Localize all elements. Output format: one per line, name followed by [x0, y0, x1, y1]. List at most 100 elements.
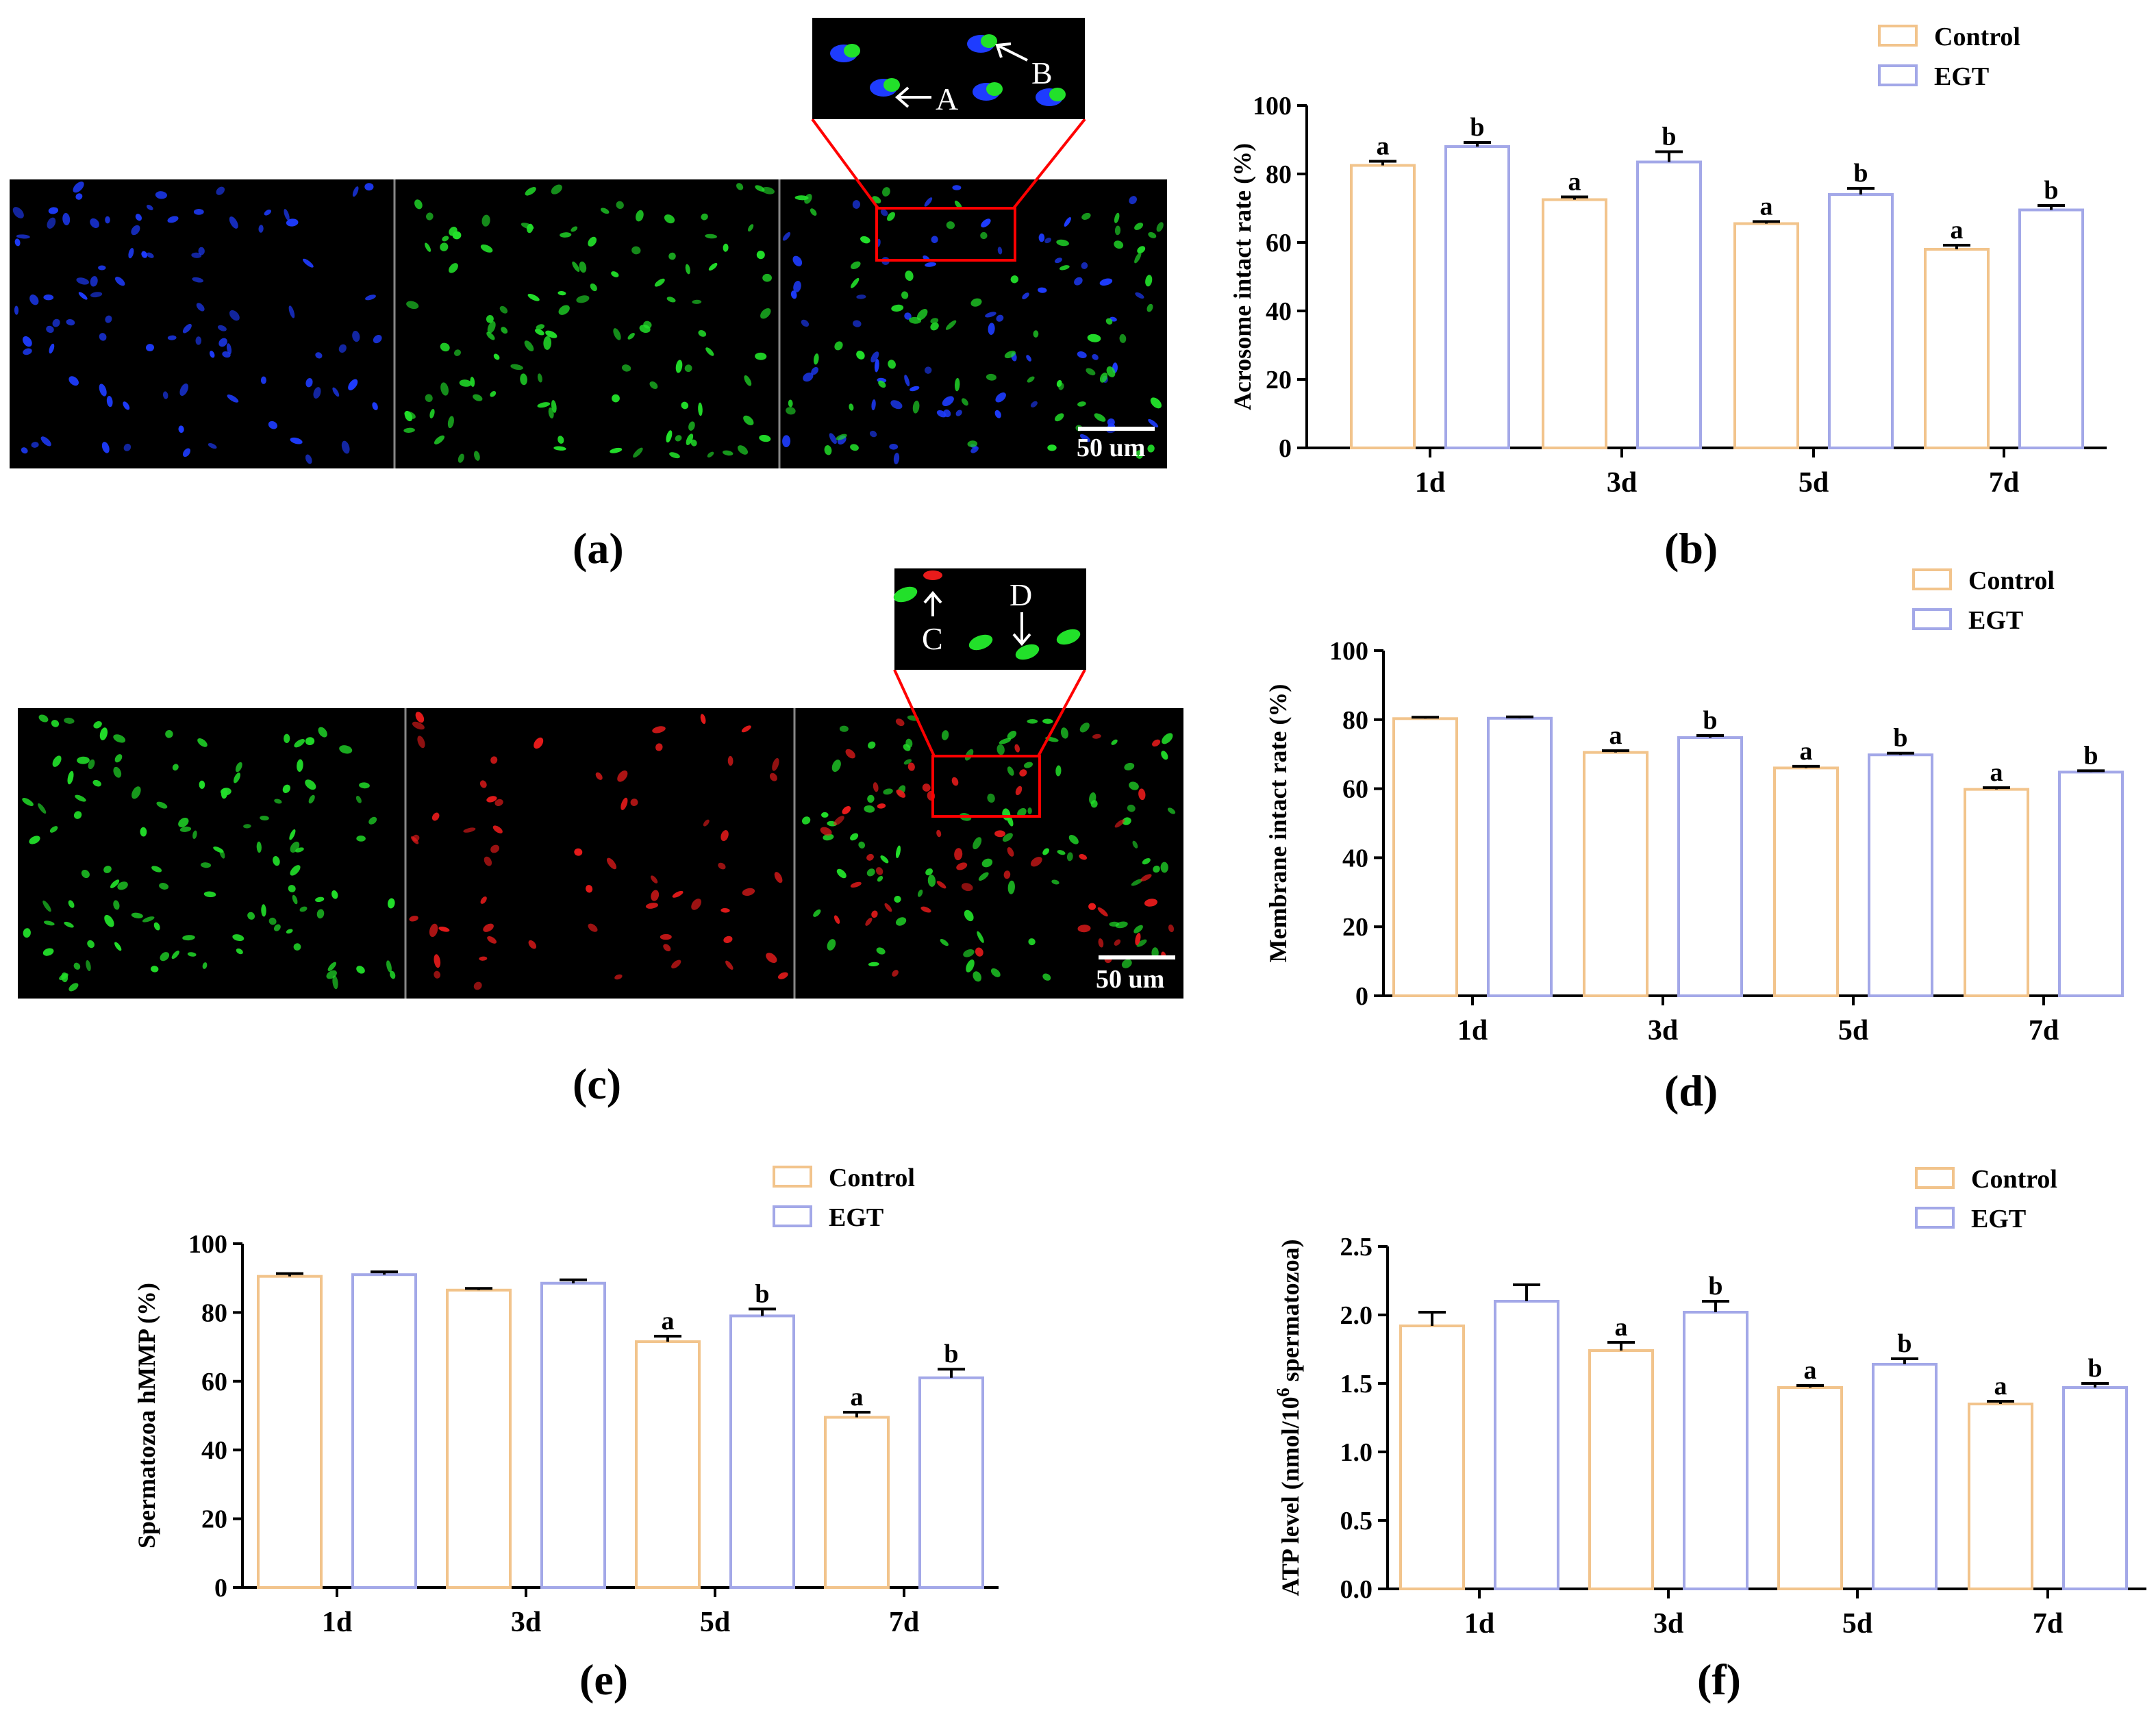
- blue-cell: [229, 310, 240, 321]
- merge-green-cell: [1051, 879, 1060, 885]
- merge-red-cell: [1088, 903, 1096, 910]
- blue-cell: [66, 319, 75, 326]
- y-tick-label: 60: [201, 1368, 227, 1396]
- merge-red-cell: [1019, 769, 1027, 777]
- blue-cell: [258, 225, 264, 233]
- green-cell: [165, 730, 173, 738]
- green-cell: [736, 183, 744, 190]
- green-cell: [99, 727, 108, 740]
- bar-egt-5d: [729, 1314, 795, 1590]
- green-cell: [664, 214, 675, 224]
- blue-cell: [303, 258, 314, 268]
- significance-label: b: [1662, 123, 1676, 151]
- merge-green-cell: [1167, 807, 1176, 814]
- merge-blue-cell: [1099, 278, 1113, 286]
- red-cell: [672, 890, 684, 898]
- merge-red-cell: [1152, 739, 1161, 747]
- green-cell: [480, 244, 493, 253]
- green-cell: [636, 210, 644, 222]
- bar-control-5d: [1777, 1386, 1843, 1590]
- red-cell: [777, 972, 788, 979]
- red-cell: [463, 827, 476, 833]
- green-cell: [81, 869, 90, 879]
- green-cell: [331, 890, 338, 899]
- merge-green-cell: [867, 794, 875, 803]
- green-cell: [403, 427, 415, 433]
- inset-cell-green: [1049, 88, 1066, 101]
- green-cell: [131, 786, 141, 799]
- green-cell: [104, 914, 114, 927]
- green-cell: [297, 759, 303, 772]
- merge-red-cell: [994, 830, 1005, 838]
- merge-blue-cell: [1038, 233, 1045, 242]
- merge-blue-cell: [1081, 262, 1088, 269]
- blue-cell: [146, 344, 154, 351]
- merge-green-cell: [1007, 730, 1017, 740]
- green-cell: [93, 721, 102, 729]
- green-cell: [284, 733, 290, 744]
- green-cell: [425, 212, 434, 221]
- blue-cell: [115, 277, 125, 286]
- green-cell: [690, 439, 697, 447]
- merge-green-cell: [1148, 231, 1157, 238]
- y-tick-label: 1.0: [1340, 1438, 1373, 1467]
- merge-green-cell: [877, 875, 883, 882]
- green-cell: [621, 364, 631, 372]
- legend-label-egt: EGT: [1934, 62, 1989, 91]
- blue-cell: [286, 218, 299, 227]
- blue-cell: [68, 376, 79, 386]
- green-cell: [692, 299, 702, 304]
- merge-green-cell: [990, 968, 1001, 977]
- merge-red-cell: [1092, 733, 1101, 739]
- merge-green-cell: [1136, 450, 1144, 459]
- green-cell: [386, 960, 392, 973]
- legend-label-control: Control: [1968, 566, 2055, 595]
- panel-label-d: (d): [1664, 1066, 1718, 1115]
- red-cell: [742, 888, 755, 896]
- green-cell: [182, 935, 195, 941]
- green-cell: [294, 739, 305, 748]
- merge-blue-cell: [904, 312, 912, 320]
- green-cell: [525, 187, 536, 196]
- green-cell: [510, 364, 523, 371]
- y-tick-label: 100: [188, 1230, 227, 1259]
- significance-label: b: [2044, 176, 2058, 205]
- green-cell: [534, 329, 544, 336]
- merge-green-cell: [1059, 265, 1070, 271]
- merge-red-cell: [875, 867, 883, 875]
- y-axis-label: ATP level (nmol/106 spermatozoa): [1273, 1239, 1305, 1596]
- green-cell: [536, 324, 545, 330]
- significance-label: b: [2083, 741, 2098, 770]
- green-cell: [187, 952, 197, 957]
- blue-cell: [16, 234, 30, 239]
- green-cell: [292, 894, 298, 905]
- merge-green-cell: [966, 959, 975, 973]
- bar-egt-3d: [1683, 1311, 1748, 1590]
- green-cell: [654, 278, 665, 287]
- green-cell: [368, 816, 377, 825]
- significance-label: a: [662, 1307, 675, 1335]
- merge-green-cell: [1002, 833, 1013, 842]
- red-cell: [528, 940, 537, 949]
- green-cell: [247, 912, 255, 920]
- green-cell: [68, 983, 79, 992]
- significance-label: b: [944, 1340, 958, 1368]
- green-cell: [616, 201, 624, 210]
- blue-cell: [49, 343, 55, 354]
- green-cell: [631, 246, 641, 255]
- blue-cell: [341, 440, 350, 454]
- red-cell: [586, 885, 593, 893]
- significance-label: a: [1951, 216, 1964, 244]
- merge-red-cell: [951, 777, 959, 786]
- green-cell: [77, 756, 90, 764]
- green-cell: [558, 305, 570, 315]
- red-cell: [720, 830, 729, 842]
- inset-cell-green: [893, 586, 918, 603]
- inset-cell-green: [968, 634, 993, 651]
- merge-green-cell: [930, 318, 939, 324]
- green-cell: [29, 836, 40, 844]
- green-cell: [355, 796, 362, 803]
- green-cell: [429, 409, 435, 418]
- green-cell: [572, 261, 580, 272]
- red-cell: [651, 890, 660, 901]
